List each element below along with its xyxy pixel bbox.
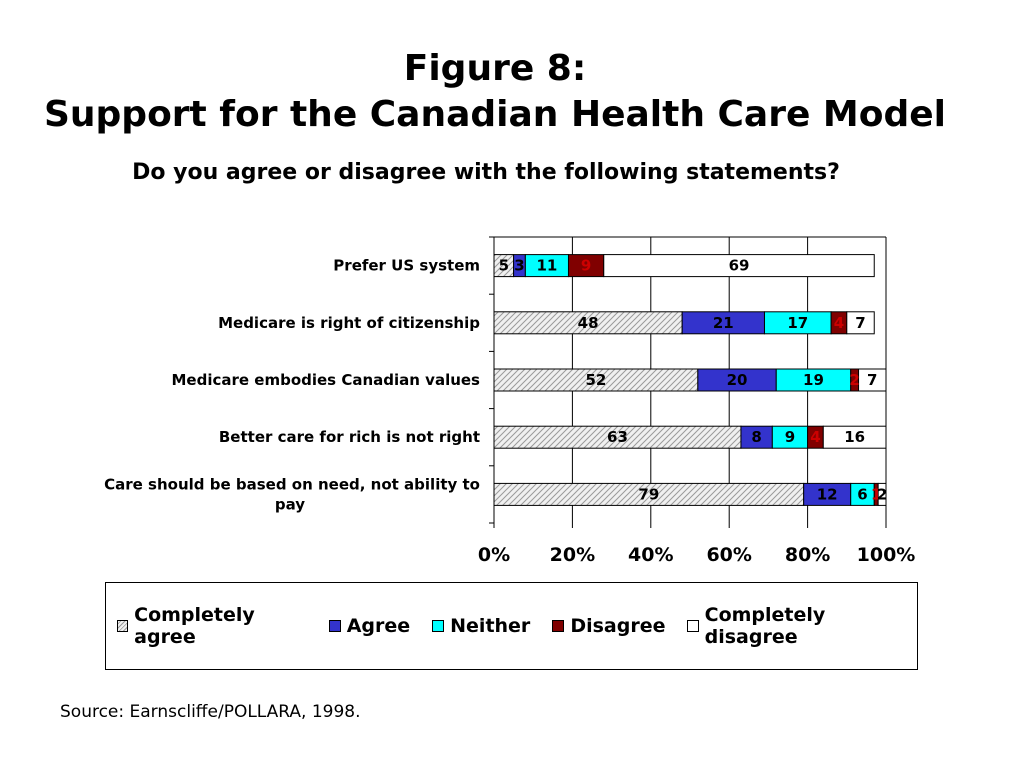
data-label: 11 <box>536 257 557 275</box>
legend-item-completely-disagree: Completely disagree <box>687 604 906 648</box>
data-label: 3 <box>514 257 524 275</box>
category-label: Prefer US system <box>333 257 480 275</box>
legend-label: Agree <box>346 615 411 637</box>
data-label: 4 <box>834 314 844 332</box>
data-label: 9 <box>581 257 591 275</box>
data-label: 2 <box>877 485 887 503</box>
legend-swatch <box>328 620 341 632</box>
legend-swatch <box>117 620 129 632</box>
legend-item-completely-agree: Completely agree <box>117 604 307 648</box>
legend-label: Neither <box>450 615 531 637</box>
legend-item-disagree: Disagree <box>552 615 665 637</box>
legend-item-neither: Neither <box>432 615 530 637</box>
category-label-line-2: pay <box>275 495 305 513</box>
data-label: 17 <box>787 314 808 332</box>
bar-completely-disagree <box>603 254 875 278</box>
data-label: 21 <box>713 314 734 332</box>
data-label: 8 <box>751 428 761 446</box>
category-label: Medicare embodies Canadian values <box>172 371 481 389</box>
data-label: 63 <box>607 428 628 446</box>
bar-completely-disagree <box>846 311 875 335</box>
legend-swatch <box>432 620 445 632</box>
legend-label: Completely agree <box>134 604 255 648</box>
category-label: Care should be based on need, not abilit… <box>104 475 480 493</box>
x-tick-label: 100% <box>857 544 916 566</box>
data-label: 1 <box>871 485 881 503</box>
data-label: 5 <box>499 257 509 275</box>
legend-item-agree: Agree <box>328 615 411 637</box>
x-tick-label: 20% <box>550 544 595 566</box>
chart-subtitle: Do you agree or disagree with the follow… <box>132 160 840 185</box>
x-tick-label: 0% <box>478 544 510 566</box>
legend-swatch <box>552 620 565 632</box>
data-label: 9 <box>785 428 795 446</box>
chart-title-line-2: Support for the Canadian Health Care Mod… <box>43 94 947 135</box>
category-label: Better care for rich is not right <box>219 428 480 446</box>
data-label: 19 <box>803 371 824 389</box>
data-label: 6 <box>857 485 867 503</box>
data-label: 52 <box>585 371 606 389</box>
data-label: 16 <box>844 428 865 446</box>
data-label: 2 <box>849 371 859 389</box>
legend: Completely agree Agree Neither Disagree … <box>105 582 918 670</box>
bar-completely-disagree <box>822 425 887 449</box>
data-label: 7 <box>855 314 865 332</box>
bar-completely-disagree <box>858 368 887 392</box>
category-label: Medicare is right of citizenship <box>218 314 480 332</box>
data-label: 48 <box>578 314 599 332</box>
x-tick-label: 80% <box>785 544 830 566</box>
x-tick-label: 60% <box>706 544 751 566</box>
data-label: 12 <box>817 485 838 503</box>
legend-swatch <box>687 620 699 632</box>
data-label: 20 <box>727 371 748 389</box>
data-label: 79 <box>638 485 659 503</box>
legend-label: Disagree <box>570 615 666 637</box>
legend-label: Completely disagree <box>704 604 826 648</box>
source-note: Source: Earnscliffe/POLLARA, 1998. <box>60 702 361 722</box>
data-label: 4 <box>810 428 820 446</box>
bar-completely-disagree <box>877 482 887 506</box>
data-label: 69 <box>729 257 750 275</box>
chart-title: Figure 8: <box>403 48 587 89</box>
x-tick-label: 40% <box>628 544 673 566</box>
data-label: 7 <box>867 371 877 389</box>
